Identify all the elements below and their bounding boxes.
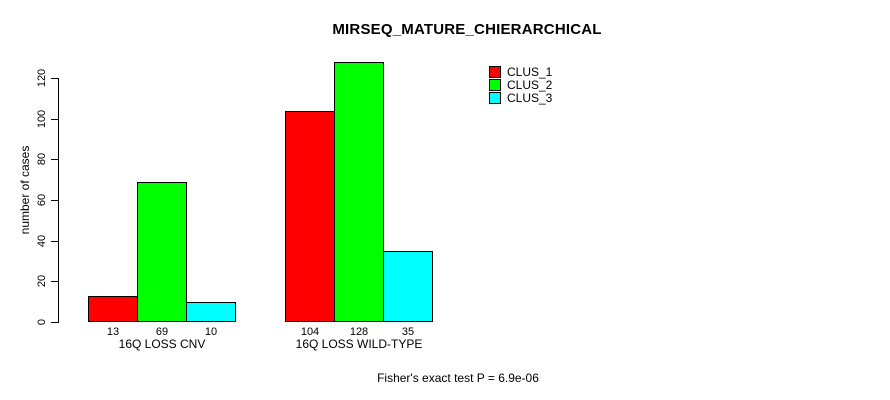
y-tick-label: 100 [36,109,48,129]
legend-label: CLUS_3 [507,91,553,105]
legend-item: CLUS_1 [489,66,552,78]
y-tick-mark [51,78,59,79]
y-tick-mark [51,322,59,323]
y-tick-label: 120 [36,68,48,88]
bar-value-label: 35 [401,326,415,338]
y-tick-mark [51,241,59,242]
bar [334,62,384,322]
y-tick-label: 20 [36,274,48,288]
legend-label: CLUS_1 [507,65,553,79]
legend-swatch [489,92,501,104]
bar-value-label: 69 [155,326,169,338]
legend-item: CLUS_2 [489,79,552,91]
y-tick-mark [51,119,59,120]
y-tick-mark [51,200,59,201]
bar [88,296,138,322]
y-tick-label: 60 [36,193,48,207]
y-tick-label: 0 [36,318,48,326]
bar [137,182,187,322]
chart-title: MIRSEQ_MATURE_CHIERARCHICAL [332,21,602,38]
bar [383,251,433,322]
y-tick-mark [51,159,59,160]
fisher-test-annotation: Fisher's exact test P = 6.9e-06 [377,371,539,385]
bar-value-label: 10 [204,326,218,338]
y-tick-label: 40 [36,234,48,248]
legend-swatch [489,79,501,91]
bar [186,302,236,322]
bar [285,111,335,322]
bar-value-label: 128 [349,326,369,338]
y-tick-label: 80 [36,152,48,166]
legend-swatch [489,66,501,78]
bar-value-label: 13 [106,326,120,338]
legend-label: CLUS_2 [507,78,553,92]
category-label: 16Q LOSS CNV [118,337,206,351]
legend-item: CLUS_3 [489,92,552,104]
bar-value-label: 104 [300,326,320,338]
y-axis-label: number of cases [18,145,32,235]
y-tick-mark [51,281,59,282]
category-label: 16Q LOSS WILD-TYPE [295,337,423,351]
